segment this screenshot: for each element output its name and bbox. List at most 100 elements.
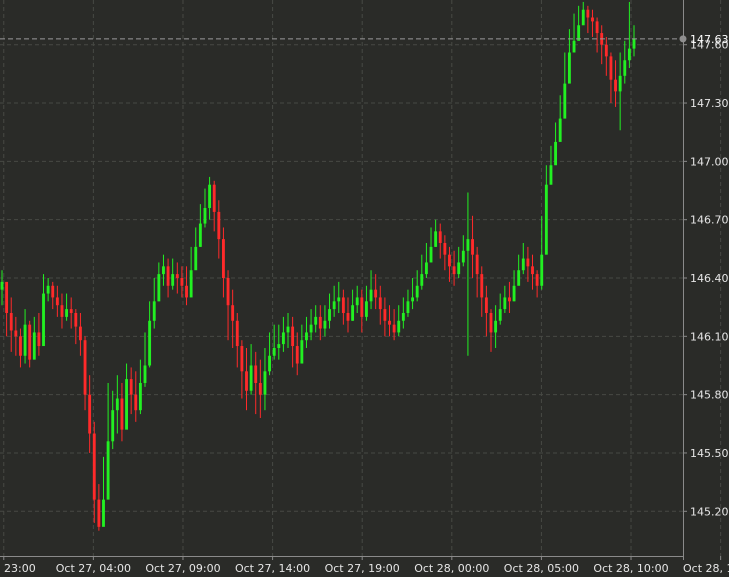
candle: [554, 122, 558, 166]
candle: [69, 297, 73, 329]
candle: [46, 278, 50, 302]
candle: [415, 270, 419, 302]
candle-body: [471, 239, 474, 255]
candle: [249, 344, 253, 395]
candle: [623, 40, 627, 84]
candle: [365, 285, 368, 321]
candle: [120, 382, 124, 442]
candle: [102, 456, 105, 527]
candle: [374, 274, 378, 310]
candle-body: [23, 324, 27, 356]
candle-body: [369, 289, 373, 302]
candle: [360, 289, 364, 333]
candle: [92, 421, 96, 523]
last-price-dot: [679, 35, 687, 43]
candle: [471, 215, 474, 278]
candle: [74, 309, 78, 345]
candle: [235, 312, 239, 368]
candle: [180, 266, 184, 298]
candle: [632, 25, 636, 57]
candle-body: [74, 312, 78, 327]
candle-body: [355, 297, 359, 306]
candle: [51, 281, 55, 310]
candle: [175, 262, 179, 294]
candle: [323, 305, 327, 337]
candle: [240, 340, 244, 399]
candle: [424, 243, 428, 278]
candle: [581, 1, 585, 26]
candle-body: [180, 278, 184, 286]
candle-body: [627, 48, 631, 61]
candle-body: [212, 184, 216, 212]
candle: [14, 316, 18, 356]
candle-body: [365, 301, 368, 317]
candle: [263, 347, 267, 411]
y-tick-label: 147.00: [690, 155, 729, 168]
candle-body: [457, 262, 461, 275]
candle: [300, 324, 304, 364]
candle: [383, 297, 387, 337]
candle-body: [92, 433, 96, 500]
candle: [595, 17, 599, 53]
candle-body: [0, 281, 4, 290]
candle-body: [258, 382, 262, 395]
candle: [37, 312, 41, 356]
candle: [115, 375, 119, 434]
candle: [503, 285, 507, 313]
x-tick-label: Oct 27, 09:00: [145, 562, 220, 575]
candle: [143, 332, 147, 387]
candle-body: [558, 118, 562, 142]
candle-body: [208, 184, 212, 209]
candle: [258, 359, 262, 418]
candle-body: [328, 309, 331, 321]
candle: [591, 9, 594, 37]
candle-body: [406, 301, 410, 313]
candle: [134, 371, 138, 422]
candle-body: [97, 499, 101, 527]
x-axis: , 23:00 Oct 27, 04:00 Oct 27, 09:00 Oct 27,…: [0, 556, 729, 575]
candle-body: [337, 297, 341, 302]
candle-body: [189, 270, 193, 298]
candle-body: [309, 324, 313, 333]
candle-body: [448, 254, 451, 267]
candle-body: [595, 21, 599, 34]
candle-body: [332, 301, 336, 310]
candle-body: [115, 398, 119, 411]
candle-body: [106, 441, 110, 500]
candle: [494, 305, 498, 348]
candle: [577, 5, 581, 41]
candle-body: [300, 340, 304, 364]
candle: [567, 29, 571, 84]
candle: [0, 270, 4, 306]
candle-body: [235, 320, 239, 347]
candle-body: [14, 330, 18, 337]
candle-body: [240, 346, 244, 372]
candle: [189, 246, 193, 298]
candle: [55, 285, 59, 317]
candle: [434, 219, 438, 247]
candle-body: [263, 371, 267, 395]
candle-body: [531, 266, 534, 275]
x-tick-label: , 23:00: [0, 562, 36, 575]
candle-body: [143, 365, 147, 383]
candle-body: [591, 17, 594, 22]
candle-body: [78, 326, 82, 341]
candle-body: [452, 266, 456, 275]
candle-body: [102, 499, 105, 527]
candle: [125, 363, 128, 430]
candle: [217, 200, 221, 259]
candle-body: [129, 379, 133, 395]
candle-body: [226, 278, 230, 306]
candle-body: [581, 9, 585, 26]
candle: [9, 297, 13, 352]
candle: [388, 305, 391, 337]
candle: [162, 254, 165, 286]
candle: [254, 351, 258, 415]
candle: [83, 336, 87, 411]
candle-body: [443, 243, 447, 255]
x-tick-label: Oct 27, 14:00: [235, 562, 310, 575]
x-tick-label: Oct 28, 05:00: [504, 562, 579, 575]
candle: [480, 266, 484, 317]
